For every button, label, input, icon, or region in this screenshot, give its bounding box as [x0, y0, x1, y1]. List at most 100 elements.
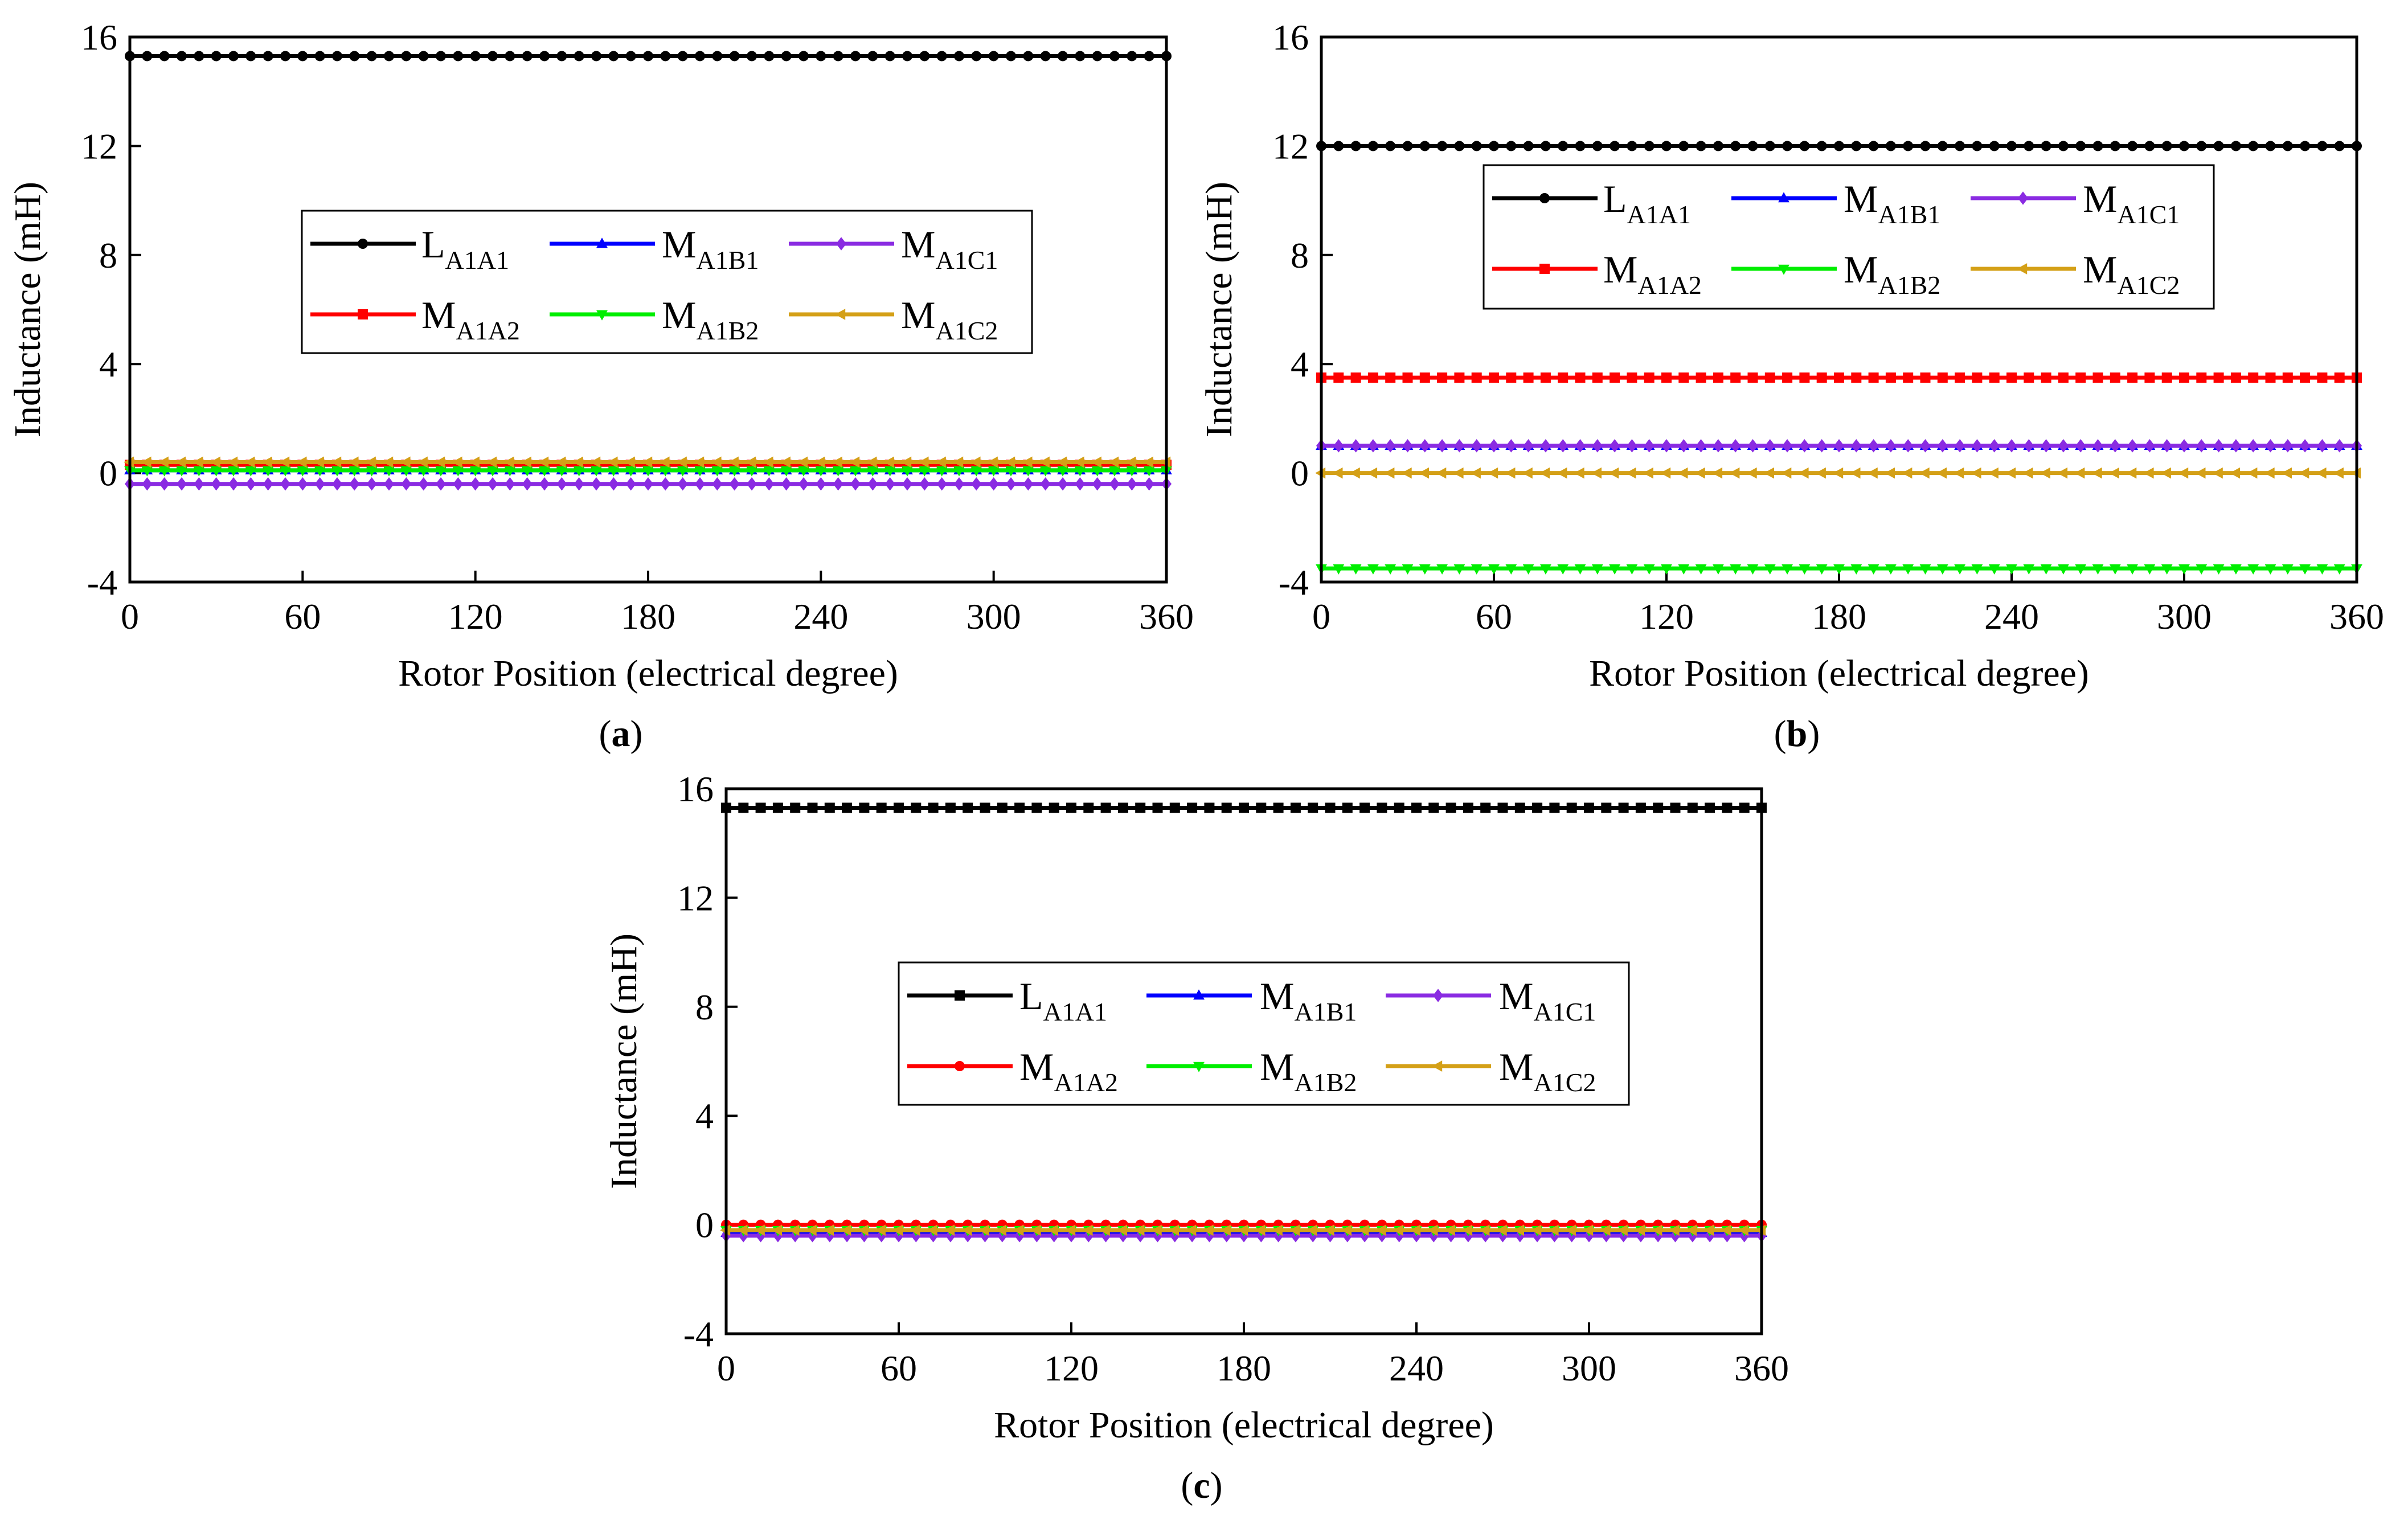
data-point: [436, 51, 446, 62]
x-tick-label: 60: [284, 596, 321, 637]
data-point: [1151, 1224, 1162, 1236]
data-point: [1135, 802, 1146, 813]
data-point: [1367, 564, 1379, 575]
data-point: [1610, 439, 1620, 453]
data-point: [228, 466, 239, 477]
data-point: [1289, 1224, 1300, 1236]
data-point: [816, 51, 826, 62]
data-point: [279, 456, 290, 468]
data-point: [452, 456, 462, 468]
legend-marker: [2018, 191, 2028, 205]
data-point: [2265, 439, 2276, 453]
legend-box: [898, 961, 1630, 1106]
data-point: [2333, 564, 2345, 575]
data-point: [1108, 456, 1119, 468]
data-point: [764, 51, 775, 62]
data-point: [1608, 467, 1619, 479]
data-point: [1437, 141, 1448, 151]
data-point: [503, 456, 514, 468]
data-point: [971, 51, 982, 62]
x-tick-label: 0: [717, 1348, 735, 1388]
data-point: [2179, 372, 2189, 383]
data-point: [1092, 51, 1103, 62]
x-tick-label: 120: [1044, 1348, 1099, 1388]
data-point: [505, 51, 515, 62]
data-point: [2299, 467, 2309, 479]
data-point: [712, 477, 723, 491]
y-tick-label: 0: [99, 453, 117, 494]
data-point: [1523, 372, 1534, 383]
data-point: [2040, 467, 2050, 479]
data-point: [538, 456, 549, 468]
legend-marker: [2017, 263, 2028, 274]
data-point: [1506, 141, 1517, 151]
data-point: [1333, 372, 1344, 383]
data-point: [142, 51, 153, 62]
data-point: [1385, 372, 1396, 383]
data-point: [1764, 564, 1776, 575]
data-point: [781, 51, 792, 62]
data-point: [988, 466, 1000, 477]
data-point: [1308, 802, 1318, 813]
data-point: [677, 466, 689, 477]
series-la1a1: [125, 51, 1172, 62]
data-point: [1988, 564, 2000, 575]
data-point: [814, 456, 825, 468]
data-point: [1618, 802, 1629, 813]
data-point: [539, 466, 550, 477]
x-axis-title: Rotor Position (electrical degree): [398, 653, 898, 694]
data-point: [1739, 802, 1750, 813]
data-point: [2127, 439, 2138, 453]
data-point: [1782, 372, 1793, 383]
data-point: [1040, 51, 1051, 62]
data-point: [746, 456, 756, 468]
data-point: [1626, 564, 1638, 575]
data-point: [228, 477, 239, 491]
data-point: [401, 51, 412, 62]
data-point: [435, 466, 447, 477]
data-point: [919, 477, 930, 491]
data-point: [1738, 1224, 1748, 1236]
legend-marker: [1539, 193, 1550, 203]
data-point: [2230, 141, 2241, 151]
data-point: [1575, 439, 1586, 453]
data-point: [781, 477, 792, 491]
data-point: [798, 51, 809, 62]
data-point: [211, 477, 222, 491]
data-point: [1514, 802, 1525, 813]
data-point: [1013, 1224, 1024, 1236]
data-point: [2127, 372, 2138, 383]
data-point: [1350, 141, 1361, 151]
data-point: [1747, 439, 1758, 453]
series-ma1b2: [1316, 564, 2362, 575]
data-point: [1747, 564, 1759, 575]
data-point: [728, 456, 739, 468]
data-point: [175, 456, 186, 468]
data-point: [797, 456, 808, 468]
data-point: [280, 51, 290, 62]
data-point: [2196, 564, 2208, 575]
data-point: [789, 1224, 800, 1236]
data-point: [384, 477, 394, 491]
data-point: [1834, 372, 1844, 383]
data-point: [625, 466, 637, 477]
data-point: [901, 456, 912, 468]
data-point: [2264, 467, 2275, 479]
data-point: [1221, 802, 1232, 813]
data-point: [642, 466, 654, 477]
data-point: [2247, 467, 2258, 479]
data-point: [486, 456, 497, 468]
data-point: [2265, 372, 2276, 383]
data-point: [177, 477, 187, 491]
x-tick-label: 360: [1139, 596, 1194, 637]
data-point: [832, 456, 842, 468]
data-point: [1566, 802, 1577, 813]
data-point: [867, 477, 878, 491]
data-point: [1031, 802, 1042, 813]
data-point: [1669, 1224, 1680, 1236]
data-point: [1834, 439, 1844, 453]
data-point: [1462, 1224, 1473, 1236]
y-tick-label: -4: [683, 1314, 714, 1354]
data-point: [1583, 1224, 1594, 1236]
